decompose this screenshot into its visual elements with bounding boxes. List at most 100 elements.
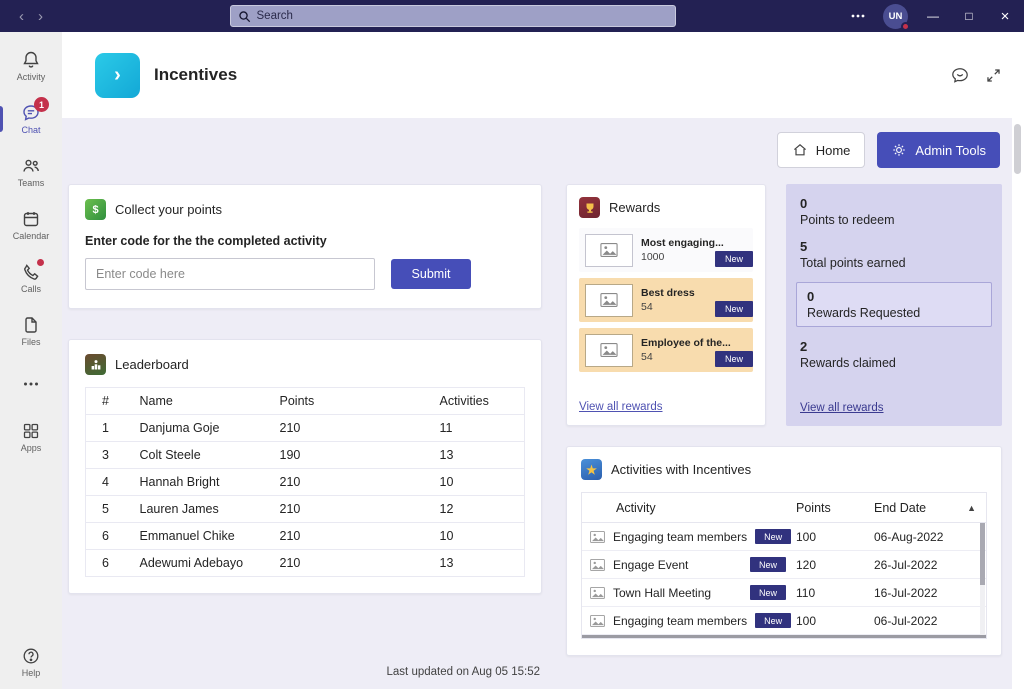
sidebar-item-label: Help <box>21 668 41 678</box>
leaderboard-table: # Name Points Activities 1 Danjuma Goje <box>85 387 525 577</box>
new-badge: New <box>714 251 753 267</box>
leaderboard-icon <box>85 354 106 375</box>
activity-end-date: 26-Jul-2022 <box>874 557 938 572</box>
avatar[interactable]: UN <box>883 3 910 31</box>
admin-tools-button-label: Admin Tools <box>915 142 986 158</box>
stat-label: Rewards claimed <box>800 356 896 370</box>
forward-chevron-icon[interactable]: › <box>38 7 43 25</box>
chat-unread-badge: 1 <box>34 97 49 112</box>
sidebar-item-help[interactable]: Help <box>0 636 62 688</box>
apps-grid-icon <box>21 421 41 441</box>
sidebar-item-chat[interactable]: 1 Chat <box>0 93 62 145</box>
table-row[interactable]: Engaging team members New 100 06-Jul-202… <box>582 607 986 635</box>
sidebar-item-calendar[interactable]: Calendar <box>0 199 62 251</box>
stat-value: 2 <box>800 339 808 354</box>
reward-name: Most engaging... <box>641 237 724 249</box>
home-button[interactable]: Home <box>776 132 866 168</box>
back-chevron-icon[interactable]: ‹ <box>19 7 24 25</box>
points-cell: 210 <box>279 421 301 435</box>
stat-label: Points to redeem <box>800 213 895 227</box>
sidebar-item-label: Activity <box>16 72 46 82</box>
leaderboard-col-rank: # <box>102 394 109 408</box>
minimize-button[interactable]: — <box>918 0 948 32</box>
home-button-label: Home <box>815 142 851 158</box>
submit-button[interactable]: Submit <box>391 259 471 289</box>
search-bar[interactable] <box>229 5 676 27</box>
collect-points-icon: $ <box>85 199 106 220</box>
admin-tools-button[interactable]: Admin Tools <box>877 132 1000 168</box>
presence-busy-dot <box>901 21 910 31</box>
table-row: 4 Hannah Bright 210 10 <box>85 469 525 496</box>
rewards-title: Rewards <box>609 200 661 215</box>
expand-icon[interactable] <box>985 67 1002 84</box>
last-updated-text: Last updated on Aug 05 15:52 <box>386 666 540 678</box>
activities-col-points: Points <box>796 500 831 515</box>
sort-ascending-icon[interactable]: ▲ <box>967 502 976 513</box>
reward-item[interactable]: Employee of the... 54 New <box>579 328 753 372</box>
collect-points-card: $ Collect your points Enter code for the… <box>68 184 542 309</box>
sidebar-item-calls[interactable]: Calls <box>0 252 62 304</box>
table-row: 3 Colt Steele 190 13 <box>85 442 525 469</box>
activities-col-activity: Activity <box>616 500 656 515</box>
activity-name: Engage Event <box>613 557 689 572</box>
chat-icon <box>21 103 41 123</box>
sidebar-item-activity[interactable]: Activity <box>0 40 62 92</box>
activities-card: ★ Activities with Incentives Activity Po… <box>566 446 1002 656</box>
more-options-icon[interactable] <box>843 0 873 32</box>
activity-end-date: 06-Aug-2022 <box>874 529 944 544</box>
code-input[interactable] <box>85 258 375 290</box>
ellipsis-icon <box>23 382 39 386</box>
new-badge: New <box>755 529 792 544</box>
table-vertical-scrollbar[interactable] <box>980 523 985 635</box>
image-placeholder-icon <box>585 283 633 317</box>
leaderboard-col-activities: Activities <box>439 394 489 408</box>
table-row: 5 Lauren James 210 12 <box>85 496 525 523</box>
sidebar-item-apps[interactable]: Apps <box>0 411 62 463</box>
search-input[interactable] <box>256 10 668 22</box>
points-summary-panel: 0 Points to redeem 5 Total points earned… <box>786 184 1002 426</box>
table-horizontal-scrollbar[interactable] <box>582 635 986 638</box>
table-row[interactable]: Engaging team members New 100 06-Aug-202… <box>582 523 986 551</box>
people-icon <box>21 156 41 176</box>
calls-notification-dot <box>37 259 44 266</box>
reward-points: 54 <box>641 301 653 313</box>
table-row[interactable]: Town Hall Meeting New 110 16-Jul-2022 <box>582 579 986 607</box>
view-all-rewards-link[interactable]: View all rewards <box>579 401 663 413</box>
activities-cell: 13 <box>439 448 454 462</box>
reward-points: 54 <box>641 351 653 363</box>
rank-cell: 3 <box>102 448 109 462</box>
name-cell: Emmanuel Chike <box>139 529 235 543</box>
new-badge: New <box>755 613 792 628</box>
maximize-button[interactable]: □ <box>954 0 984 32</box>
phone-icon <box>21 262 41 282</box>
reward-item[interactable]: Most engaging... 1000 New <box>579 228 753 272</box>
stat-rewards-claimed: 2 Rewards claimed <box>800 339 988 370</box>
table-row[interactable]: Engage Event New 120 26-Jul-2022 <box>582 551 986 579</box>
reward-name: Employee of the... <box>641 337 731 349</box>
points-cell: 210 <box>279 475 301 489</box>
table-row: 1 Danjuma Goje 210 11 <box>85 415 525 442</box>
reward-item[interactable]: Best dress 54 New <box>579 278 753 322</box>
sidebar-item-more[interactable] <box>0 358 62 410</box>
rank-cell: 4 <box>102 475 109 489</box>
activities-cell: 10 <box>439 475 454 489</box>
points-cell: 210 <box>279 502 301 516</box>
table-row: 6 Emmanuel Chike 210 10 <box>85 523 525 550</box>
content-area: Home Admin Tools $ <box>62 118 1021 689</box>
table-row: 6 Adewumi Adebayo 210 13 <box>85 550 525 577</box>
activities-col-end-date[interactable]: End Date ▲ <box>874 501 986 515</box>
collect-instruction: Enter code for the the completed activit… <box>85 234 327 248</box>
sidebar-item-teams[interactable]: Teams <box>0 146 62 198</box>
gear-icon <box>891 142 907 158</box>
close-button[interactable]: × <box>990 0 1020 32</box>
activity-points: 110 <box>796 585 816 600</box>
activity-points: 100 <box>796 529 817 544</box>
view-all-rewards-link[interactable]: View all rewards <box>800 402 884 414</box>
activity-points: 100 <box>796 613 817 628</box>
avatar-initials: UN <box>888 10 903 22</box>
app-sidebar: Activity 1 Chat Teams Calendar <box>0 32 62 689</box>
activities-cell: 12 <box>439 502 454 516</box>
feedback-icon[interactable] <box>951 66 969 84</box>
sidebar-item-files[interactable]: Files <box>0 305 62 357</box>
new-badge: New <box>749 585 786 600</box>
